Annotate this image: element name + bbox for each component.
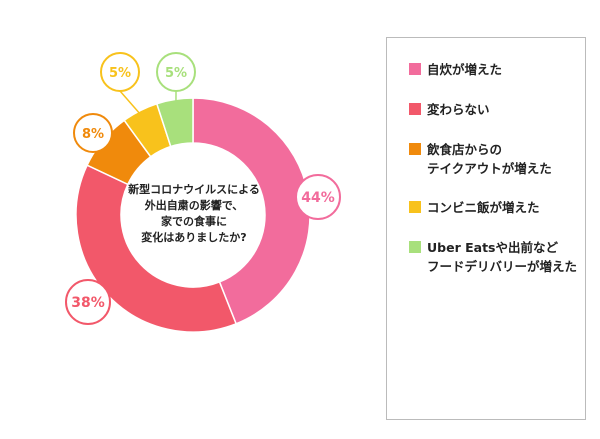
- legend-swatch: [409, 201, 421, 213]
- data-label: 5%: [165, 66, 187, 81]
- legend-label: 自炊が増えた: [427, 62, 503, 77]
- legend-item: 変わらない: [409, 100, 490, 119]
- donut-hole: [121, 143, 265, 287]
- callout-bubble: [100, 52, 140, 92]
- callout-bubble: [156, 52, 196, 92]
- callout-bubble: [65, 279, 111, 325]
- legend-label: 変わらない: [427, 102, 490, 117]
- donut-chart: 44% 38% 8% 5% 5%: [65, 52, 341, 333]
- legend-label: Uber Eatsや出前など フードデリバリーが増えた: [427, 240, 578, 274]
- legend: 自炊が増えた 変わらない 飲食店からの テイクアウトが増えた コンビニ飯が増えた…: [386, 37, 586, 420]
- legend-swatch: [409, 143, 421, 155]
- callout-bubble: [73, 113, 113, 153]
- callout-bubble: [295, 174, 341, 220]
- callout-line: [119, 90, 145, 119]
- legend-item: 自炊が増えた: [409, 60, 502, 79]
- data-label: 8%: [82, 127, 104, 142]
- data-label: 44%: [301, 190, 335, 206]
- chart-center-question: 新型コロナウイルスによる 外出自粛の影響で、 家での食事に 変化はありましたか?: [128, 183, 260, 244]
- data-label: 5%: [109, 66, 131, 81]
- legend-swatch: [409, 241, 421, 253]
- legend-swatch: [409, 103, 421, 115]
- legend-label: コンビニ飯が増えた: [427, 200, 540, 215]
- data-label: 38%: [71, 295, 105, 311]
- legend-item: コンビニ飯が増えた: [409, 198, 540, 217]
- legend-label: 飲食店からの テイクアウトが増えた: [427, 142, 552, 176]
- legend-item: 飲食店からの テイクアウトが増えた: [409, 140, 552, 178]
- legend-item: Uber Eatsや出前など フードデリバリーが増えた: [409, 238, 577, 276]
- legend-swatch: [409, 63, 421, 75]
